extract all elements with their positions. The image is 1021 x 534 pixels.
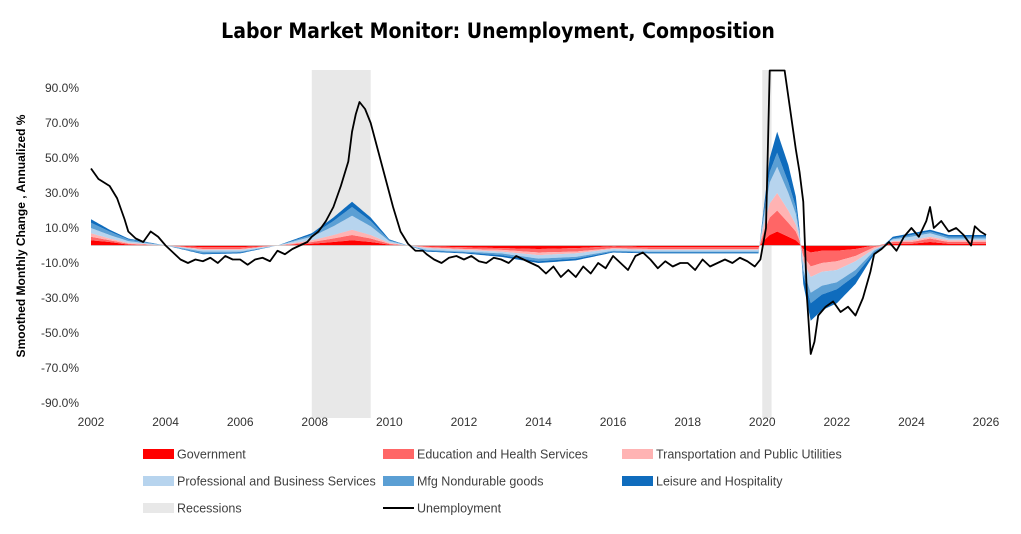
x-tick-label: 2024 xyxy=(898,415,925,429)
area-government xyxy=(91,231,986,253)
y-axis-label: Smoothed Monthly Change , Annualized % xyxy=(14,114,28,357)
legend-label: Government xyxy=(177,448,246,462)
y-tick-label: 50.0% xyxy=(45,151,79,165)
y-axis: -90.0% -70.0% -50.0% -30.0% -10.0% 10.0% 30.0%… xyxy=(41,81,79,410)
x-tick-label: 2020 xyxy=(749,415,776,429)
legend-item: Professional and Business Services xyxy=(143,475,376,489)
legend-swatch xyxy=(143,503,174,513)
y-tick-label: -70.0% xyxy=(41,361,79,375)
legend-swatch xyxy=(622,449,653,459)
stacked-areas xyxy=(91,131,986,321)
legend-label: Transportation and Public Utilities xyxy=(656,448,842,462)
y-tick-label: -10.0% xyxy=(41,256,79,270)
legend-swatch xyxy=(622,476,653,486)
line-series xyxy=(90,69,987,355)
x-tick-label: 2014 xyxy=(525,415,552,429)
legend-label: Mfg Nondurable goods xyxy=(417,475,543,489)
legend-swatch xyxy=(383,449,414,459)
legend: Government Education and Health Services T… xyxy=(143,448,842,516)
y-tick-label: 10.0% xyxy=(45,221,79,235)
x-tick-label: 2016 xyxy=(600,415,627,429)
legend-item: Government xyxy=(143,448,246,462)
legend-item: Transportation and Public Utilities xyxy=(622,448,842,462)
x-tick-label: 2002 xyxy=(78,415,105,429)
legend-label: Education and Health Services xyxy=(417,448,588,462)
x-tick-label: 2008 xyxy=(301,415,328,429)
x-tick-label: 2012 xyxy=(451,415,478,429)
x-tick-label: 2026 xyxy=(973,415,1000,429)
legend-item: Recessions xyxy=(143,502,242,516)
line-unemployment xyxy=(90,69,987,355)
y-tick-label: -50.0% xyxy=(41,326,79,340)
area-leisure-and-hospitality xyxy=(91,131,986,321)
legend-swatch xyxy=(143,449,174,459)
legend-item: Leisure and Hospitality xyxy=(622,475,783,489)
x-tick-label: 2006 xyxy=(227,415,254,429)
legend-label: Unemployment xyxy=(417,502,502,516)
x-tick-label: 2004 xyxy=(152,415,179,429)
y-tick-label: 70.0% xyxy=(45,116,79,130)
x-tick-label: 2018 xyxy=(674,415,701,429)
legend-item: Unemployment xyxy=(383,502,502,516)
legend-label: Leisure and Hospitality xyxy=(656,475,783,489)
y-tick-label: 30.0% xyxy=(45,186,79,200)
y-tick-label: -30.0% xyxy=(41,291,79,305)
y-tick-label: -90.0% xyxy=(41,396,79,410)
x-axis: 2002 2004 2006 2008 2010 2012 2014 2016 2018 2020… xyxy=(78,415,1000,429)
y-tick-label: 90.0% xyxy=(45,81,79,95)
x-tick-label: 2010 xyxy=(376,415,403,429)
legend-item: Mfg Nondurable goods xyxy=(383,475,543,489)
legend-label: Professional and Business Services xyxy=(177,475,376,489)
chart-title: Labor Market Monitor: Unemployment, Comp… xyxy=(221,19,775,43)
legend-label: Recessions xyxy=(177,502,242,516)
legend-swatch xyxy=(383,476,414,486)
legend-item: Education and Health Services xyxy=(383,448,588,462)
legend-swatch xyxy=(143,476,174,486)
x-tick-label: 2022 xyxy=(823,415,850,429)
